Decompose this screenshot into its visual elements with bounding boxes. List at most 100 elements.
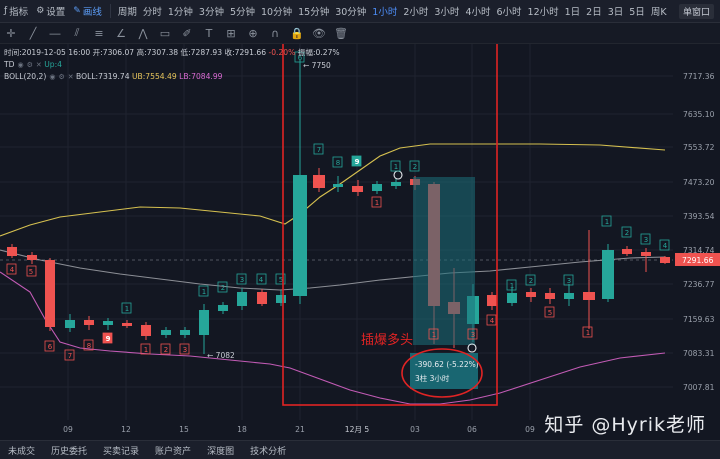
- tab-trade-records[interactable]: 买卖记录: [103, 446, 140, 457]
- svg-text:1: 1: [202, 288, 206, 296]
- x-tick: 18: [237, 425, 247, 434]
- td-markers: 1 1 2 3 4 5 6 7 8 1 2 1 2 3 1 2 3 4 9 4 5 6 7 8 1 2 3 1 1…: [6, 51, 670, 361]
- period-tab[interactable]: 周K: [650, 7, 667, 18]
- period-tab[interactable]: 4小时: [465, 7, 491, 18]
- tab-open-orders[interactable]: 未成交: [8, 446, 36, 457]
- pattern-tool-icon[interactable]: ⋀: [138, 26, 148, 40]
- period-tab[interactable]: 3日: [607, 7, 624, 18]
- td-value: Up:4: [44, 60, 62, 69]
- x-tick: 12: [121, 425, 131, 434]
- period-tab[interactable]: 2日: [586, 7, 602, 18]
- period-tab[interactable]: 2小时: [403, 7, 429, 18]
- period-tab[interactable]: 3分钟: [198, 7, 224, 18]
- close-icon[interactable]: ✕: [35, 61, 42, 69]
- measure-tooltip: [410, 353, 478, 389]
- settings-icon[interactable]: ⚙: [26, 61, 33, 69]
- boll-upper-value: UB:7554.49: [131, 72, 177, 81]
- svg-text:7: 7: [68, 352, 72, 360]
- ruler-icon[interactable]: ⊞: [226, 26, 236, 40]
- period-tab[interactable]: 6小时: [496, 7, 522, 18]
- svg-text:2: 2: [625, 229, 629, 237]
- top-toolbar: ƒ 指标 ⚙ 设置 ✎ 画线 周期 分时 1分钟 3分钟 5分钟 10分钟 15分钟 …: [0, 0, 720, 23]
- watermark: 知乎 @Hyrik老师: [544, 414, 706, 436]
- period-tab[interactable]: 12小时: [527, 7, 559, 18]
- measure-handle-bottom[interactable]: [467, 343, 477, 353]
- period-tab-active[interactable]: 1小时: [372, 7, 398, 18]
- chart-info-panel: 时间:2019-12-05 16:00 开:7306.07 高:7307.38 …: [4, 47, 340, 83]
- channel-tool-icon[interactable]: ⫽: [74, 26, 80, 39]
- period-tab[interactable]: 3小时: [434, 7, 460, 18]
- period-tab[interactable]: 1日: [564, 7, 581, 18]
- period-tab[interactable]: 5分钟: [229, 7, 256, 18]
- gear-icon: ⚙: [36, 6, 45, 16]
- rect-tool-icon[interactable]: ▭: [159, 26, 171, 40]
- line-tool-icon[interactable]: ╱: [29, 26, 37, 40]
- window-mode-select[interactable]: 单窗口: [678, 4, 714, 19]
- boll-upper-line: [0, 143, 666, 237]
- candles: [7, 60, 670, 354]
- angle-tool-icon[interactable]: ∠: [116, 26, 126, 40]
- svg-text:6: 6: [48, 343, 53, 351]
- draw-label: 画线: [82, 7, 102, 18]
- tab-account-assets[interactable]: 账户资产: [155, 446, 192, 457]
- pencil-icon[interactable]: ✐: [182, 26, 192, 40]
- period-tab[interactable]: 30分钟: [335, 7, 367, 18]
- y-tick: 7314.74: [683, 246, 715, 255]
- eye-icon[interactable]: ◉: [17, 61, 24, 69]
- hline-tool-icon[interactable]: ―: [49, 26, 61, 40]
- svg-text:3: 3: [471, 331, 475, 339]
- trash-icon[interactable]: 🗑: [334, 26, 348, 40]
- y-tick: 7717.36: [683, 72, 715, 81]
- period-tab[interactable]: 分时: [142, 7, 162, 18]
- crosshair-icon[interactable]: ✛: [6, 26, 16, 40]
- svg-text:2: 2: [413, 163, 417, 171]
- measure-range-box[interactable]: [413, 177, 475, 345]
- svg-text:1: 1: [432, 331, 436, 339]
- period-tab[interactable]: 5日: [629, 7, 645, 18]
- grid: [0, 44, 673, 420]
- svg-text:1: 1: [144, 346, 148, 354]
- tab-depth-chart[interactable]: 深度图: [207, 446, 235, 457]
- settings-icon[interactable]: ⚙: [58, 73, 65, 81]
- y-tick: 7473.20: [683, 178, 715, 187]
- svg-text:3: 3: [644, 236, 648, 244]
- boll-lower-value: LB:7084.99: [179, 72, 223, 81]
- fib-tool-icon[interactable]: ≡: [94, 26, 104, 40]
- eye-icon[interactable]: ◉: [49, 73, 56, 81]
- tab-order-history[interactable]: 历史委托: [51, 446, 88, 457]
- x-tick: 03: [410, 425, 420, 434]
- svg-text:8: 8: [336, 159, 340, 167]
- period-tab[interactable]: 1分钟: [167, 7, 193, 18]
- amplitude-readout: 振幅:0.27%: [297, 48, 340, 57]
- svg-text:5: 5: [548, 309, 552, 317]
- measure-bars: 3柱 3小时: [415, 373, 450, 383]
- highlight-box: [282, 44, 498, 406]
- y-tick: 7236.77: [683, 280, 715, 289]
- svg-text:9: 9: [355, 158, 360, 166]
- last-price-tag: [675, 253, 720, 266]
- eye-icon[interactable]: 👁: [312, 26, 326, 40]
- indicators-button[interactable]: ƒ 指标: [0, 4, 32, 18]
- ohlc-readout: 时间:2019-12-05 16:00 开:7306.07 高:7307.38 …: [4, 48, 267, 57]
- x-axis: 09 12 15 18 21 12月 5 03 06 09: [63, 425, 535, 434]
- draw-button[interactable]: ✎ 画线: [69, 4, 106, 18]
- y-tick: 7393.54: [683, 212, 715, 221]
- tab-technical-analysis[interactable]: 技术分析: [250, 446, 287, 457]
- period-tab[interactable]: 10分钟: [261, 7, 293, 18]
- y-axis: 7717.36 7635.10 7553.72 7473.20 7393.54 …: [683, 72, 715, 392]
- boll-value: BOLL:7319.74: [76, 72, 130, 81]
- close-icon[interactable]: ✕: [67, 73, 74, 81]
- svg-text:1: 1: [510, 282, 514, 290]
- period-tab[interactable]: 15分钟: [298, 7, 330, 18]
- zoom-icon[interactable]: ⊕: [248, 26, 258, 40]
- text-tool-icon[interactable]: T: [205, 26, 213, 40]
- caption-text: 插爆多头: [361, 332, 413, 348]
- svg-text:1: 1: [605, 218, 609, 226]
- magnet-icon[interactable]: ∩: [270, 26, 280, 40]
- y-tick: 7007.81: [683, 383, 715, 392]
- lock-icon[interactable]: 🔒: [290, 26, 304, 40]
- measure-handle-top[interactable]: [393, 170, 403, 180]
- svg-text:5: 5: [29, 268, 33, 276]
- settings-button[interactable]: ⚙ 设置: [32, 4, 69, 18]
